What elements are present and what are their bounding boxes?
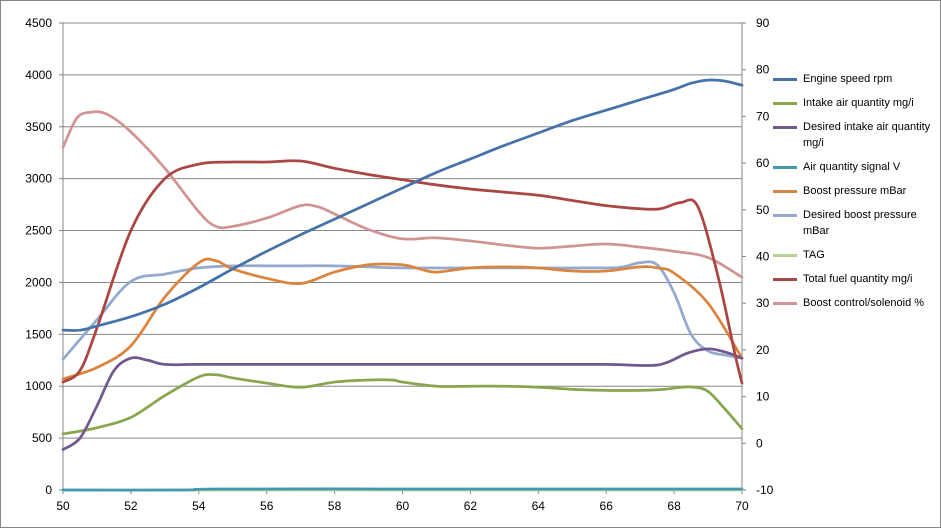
x-tick-label-2: 54 bbox=[192, 499, 206, 513]
x-tick-label-0: 50 bbox=[56, 499, 70, 513]
legend-swatch bbox=[773, 190, 797, 193]
series-line-4 bbox=[61, 257, 744, 381]
y2-tick-label-3: 20 bbox=[756, 343, 770, 357]
legend-label: Desired intake air quantity mg/i bbox=[803, 121, 931, 149]
y-tick-label-7: 3500 bbox=[25, 120, 52, 134]
x-tick-label-10: 70 bbox=[735, 499, 749, 513]
series-line-0 bbox=[61, 78, 744, 332]
y-tick-label-6: 3000 bbox=[25, 172, 52, 186]
legend-swatch bbox=[773, 254, 797, 257]
y2-tick-label-8: 70 bbox=[756, 109, 770, 123]
y2-tick-label-7: 60 bbox=[756, 156, 770, 170]
y2-tick-label-6: 50 bbox=[756, 203, 770, 217]
legend-swatch bbox=[773, 214, 797, 217]
x-tick-label-6: 62 bbox=[464, 499, 478, 513]
y2-tick-label-10: 90 bbox=[756, 16, 770, 30]
series-line-2 bbox=[61, 347, 744, 451]
series-line-8 bbox=[61, 110, 744, 279]
legend-swatch bbox=[773, 278, 797, 281]
series-line-3 bbox=[61, 487, 744, 492]
series-line-7 bbox=[61, 159, 744, 385]
series-line-1 bbox=[61, 373, 744, 436]
y2-tick-label-2: 10 bbox=[756, 390, 770, 404]
legend-label: Boost control/solenoid % bbox=[803, 297, 925, 309]
legend-swatch bbox=[773, 166, 797, 169]
legend-item: Boost control/solenoid % bbox=[773, 295, 938, 311]
x-tick-label-8: 66 bbox=[600, 499, 614, 513]
legend-item: Total fuel quantity mg/i bbox=[773, 271, 938, 287]
x-tick-label-9: 68 bbox=[667, 499, 681, 513]
y-tick-label-0: 0 bbox=[45, 483, 52, 497]
legend-swatch bbox=[773, 126, 797, 129]
x-tick-label-1: 52 bbox=[124, 499, 138, 513]
legend-item: Air quantity signal V bbox=[773, 159, 938, 175]
legend-label: Intake air quantity mg/i bbox=[803, 97, 914, 109]
legend-label: Total fuel quantity mg/i bbox=[803, 273, 913, 285]
y-tick-label-9: 4500 bbox=[25, 16, 52, 30]
x-tick-label-7: 64 bbox=[532, 499, 546, 513]
y-tick-label-5: 2500 bbox=[25, 224, 52, 238]
legend-item: Desired intake air quantity mg/i bbox=[773, 119, 938, 151]
y-tick-label-8: 4000 bbox=[25, 68, 52, 82]
y2-tick-label-5: 40 bbox=[756, 250, 770, 264]
legend-label: Air quantity signal V bbox=[803, 161, 901, 173]
legend-label: Desired boost pressure mBar bbox=[803, 209, 917, 237]
legend-swatch bbox=[773, 302, 797, 305]
legend: Engine speed rpm Intake air quantity mg/i… bbox=[773, 71, 938, 319]
x-tick-label-4: 58 bbox=[328, 499, 342, 513]
legend-item: Desired boost pressure mBar bbox=[773, 207, 938, 239]
y2-tick-label-9: 80 bbox=[756, 63, 770, 77]
y2-tick-label-0: -10 bbox=[756, 483, 774, 497]
legend-item: Intake air quantity mg/i bbox=[773, 95, 938, 111]
y-tick-label-1: 500 bbox=[32, 431, 52, 445]
x-tick-label-3: 56 bbox=[260, 499, 274, 513]
series-line-5 bbox=[61, 260, 744, 361]
x-tick-label-5: 60 bbox=[396, 499, 410, 513]
y2-tick-label-1: 0 bbox=[756, 436, 763, 450]
legend-label: Boost pressure mBar bbox=[803, 185, 907, 197]
legend-label: TAG bbox=[803, 249, 825, 261]
y-tick-label-2: 1000 bbox=[25, 379, 52, 393]
legend-item: Boost pressure mBar bbox=[773, 183, 938, 199]
legend-swatch bbox=[773, 102, 797, 105]
y-tick-label-3: 1500 bbox=[25, 327, 52, 341]
legend-item: TAG bbox=[773, 247, 938, 263]
legend-item: Engine speed rpm bbox=[773, 71, 938, 87]
y-tick-label-4: 2000 bbox=[25, 275, 52, 289]
legend-label: Engine speed rpm bbox=[803, 73, 893, 85]
y2-tick-label-4: 30 bbox=[756, 296, 770, 310]
legend-swatch bbox=[773, 78, 797, 81]
